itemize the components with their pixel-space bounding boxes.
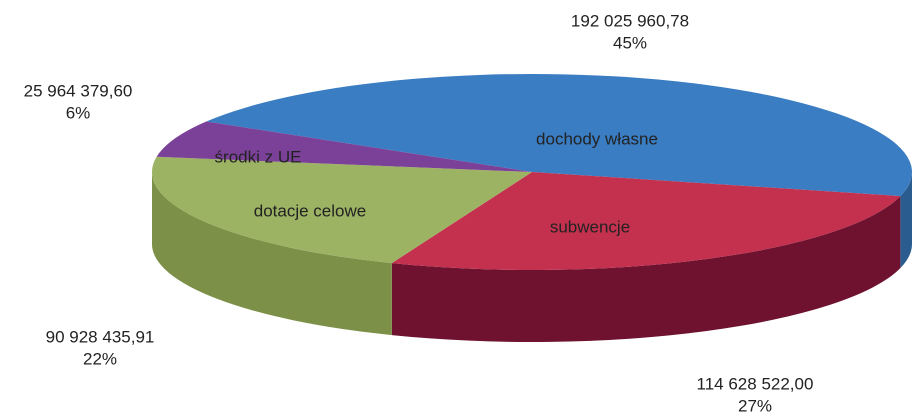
slice-label: środki z UE [215, 147, 302, 166]
value-label: 114 628 522,00 [697, 374, 814, 393]
percent-label: 22% [83, 349, 117, 368]
percent-label: 27% [738, 396, 772, 415]
value-label: 25 964 379,60 [24, 81, 133, 100]
slice [391, 172, 901, 270]
slice-side [391, 196, 901, 343]
percent-label: 45% [613, 33, 647, 52]
slice [156, 121, 532, 172]
percent-label: 6% [66, 103, 91, 122]
value-label: 192 025 960,78 [571, 11, 689, 30]
slice [206, 74, 912, 197]
slice-side [152, 172, 392, 336]
value-label: 90 928 435,91 [46, 327, 155, 346]
slice-label: dochody własne [536, 129, 658, 148]
slice [152, 156, 532, 264]
slice-side [900, 172, 912, 269]
slice-label: dotacje celowe [254, 201, 366, 220]
slice-label: subwencje [550, 217, 630, 236]
